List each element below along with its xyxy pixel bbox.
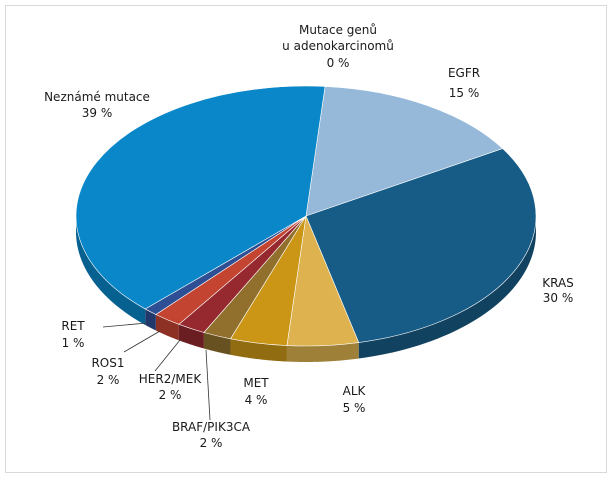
label-braf-value: 2 % <box>200 436 223 450</box>
label-egfr-value: 15 % <box>449 86 480 100</box>
slice-side-braf-pik3ca <box>203 332 231 355</box>
label-egfr-name: EGFR <box>448 66 480 80</box>
label-mutace-value: 0 % <box>327 56 350 70</box>
slice-side-met <box>230 338 287 362</box>
slice-side-kras <box>358 214 536 359</box>
leader-line-0 <box>102 322 148 328</box>
leader-line-2 <box>154 339 181 372</box>
label-ros1-name: ROS1 <box>91 356 124 370</box>
label-met-name: MET <box>243 376 269 390</box>
pie-top <box>75 85 537 347</box>
label-mutace-name-line1: Mutace genů <box>299 23 377 37</box>
slice-kras <box>305 148 537 343</box>
label-ret-name: RET <box>61 319 85 333</box>
pie-sides <box>76 214 536 362</box>
label-ros1-value: 2 % <box>97 373 120 387</box>
label-met-value: 4 % <box>245 393 268 407</box>
label-alk-name: ALK <box>343 384 367 398</box>
slice-nezn-m-mutace <box>75 85 326 310</box>
label-neznama-name: Neznámé mutace <box>44 90 150 104</box>
label-braf-name: BRAF/PIK3CA <box>172 420 251 434</box>
label-alk-value: 5 % <box>343 401 366 415</box>
slice-side-her2-mek <box>178 324 204 349</box>
slice-side-alk <box>286 342 359 362</box>
leader-lines <box>102 322 211 421</box>
label-kras-name: KRAS <box>542 276 574 290</box>
slice-egfr <box>305 86 504 217</box>
leader-line-3 <box>205 349 211 421</box>
label-neznama-value: 39 % <box>82 106 113 120</box>
leader-line-1 <box>123 330 161 353</box>
slice-side-ros1 <box>155 314 179 341</box>
label-ret-value: 1 % <box>62 336 85 350</box>
label-her2-value: 2 % <box>159 388 182 402</box>
label-her2-name: HER2/MEK <box>139 372 203 386</box>
label-mutace-name-line2: u adenokarcinomů <box>282 39 394 53</box>
label-kras-value: 30 % <box>543 291 574 305</box>
slice-side-ret <box>145 308 156 331</box>
